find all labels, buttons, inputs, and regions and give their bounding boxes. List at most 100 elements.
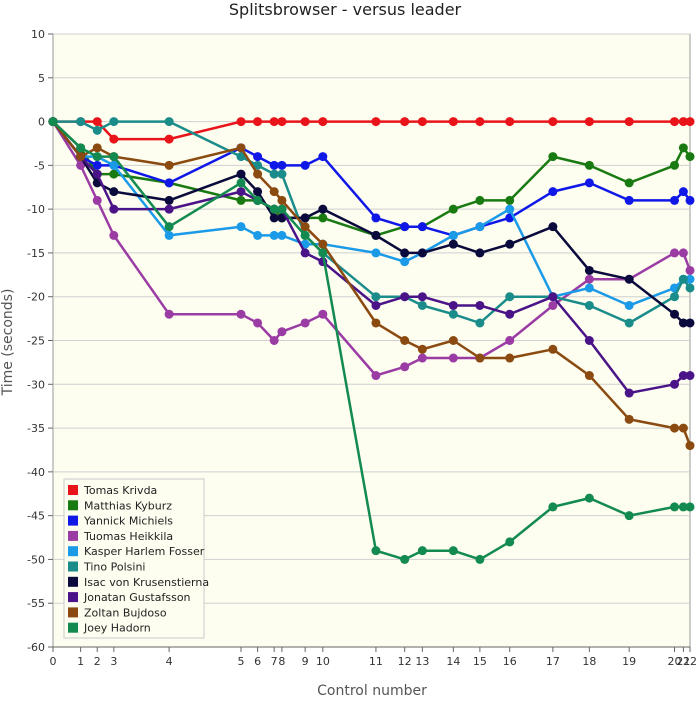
data-point[interactable] bbox=[371, 248, 381, 258]
data-point[interactable] bbox=[417, 222, 427, 232]
data-point[interactable] bbox=[584, 371, 594, 381]
data-point[interactable] bbox=[678, 423, 688, 433]
data-point[interactable] bbox=[253, 160, 263, 170]
data-point[interactable] bbox=[164, 160, 174, 170]
data-point[interactable] bbox=[269, 117, 279, 127]
data-point[interactable] bbox=[164, 309, 174, 319]
data-point[interactable] bbox=[253, 230, 263, 240]
data-point[interactable] bbox=[417, 248, 427, 258]
data-point[interactable] bbox=[269, 230, 279, 240]
data-point[interactable] bbox=[236, 187, 246, 197]
data-point[interactable] bbox=[678, 274, 688, 284]
data-point[interactable] bbox=[685, 318, 695, 328]
data-point[interactable] bbox=[371, 213, 381, 223]
data-point[interactable] bbox=[448, 239, 458, 249]
data-point[interactable] bbox=[236, 195, 246, 205]
data-point[interactable] bbox=[624, 178, 634, 188]
data-point[interactable] bbox=[92, 125, 102, 135]
data-point[interactable] bbox=[236, 222, 246, 232]
data-point[interactable] bbox=[417, 300, 427, 310]
data-point[interactable] bbox=[685, 371, 695, 381]
data-point[interactable] bbox=[400, 336, 410, 345]
data-point[interactable] bbox=[318, 204, 328, 214]
data-point[interactable] bbox=[400, 362, 410, 372]
data-point[interactable] bbox=[584, 274, 594, 284]
data-point[interactable] bbox=[448, 230, 458, 240]
data-point[interactable] bbox=[670, 379, 680, 389]
data-point[interactable] bbox=[371, 318, 381, 328]
data-point[interactable] bbox=[371, 117, 381, 127]
data-point[interactable] bbox=[318, 309, 328, 319]
data-point[interactable] bbox=[505, 353, 515, 363]
data-point[interactable] bbox=[300, 213, 310, 223]
data-point[interactable] bbox=[253, 318, 263, 328]
data-point[interactable] bbox=[164, 230, 174, 240]
data-point[interactable] bbox=[400, 554, 410, 564]
data-point[interactable] bbox=[277, 230, 287, 240]
data-point[interactable] bbox=[300, 222, 310, 232]
data-point[interactable] bbox=[685, 117, 695, 127]
data-point[interactable] bbox=[236, 178, 246, 188]
data-point[interactable] bbox=[448, 204, 458, 214]
data-point[interactable] bbox=[678, 117, 688, 127]
data-point[interactable] bbox=[685, 502, 695, 512]
data-point[interactable] bbox=[76, 143, 86, 153]
data-point[interactable] bbox=[164, 178, 174, 188]
data-point[interactable] bbox=[417, 117, 427, 127]
data-point[interactable] bbox=[624, 388, 634, 398]
data-point[interactable] bbox=[236, 309, 246, 319]
data-point[interactable] bbox=[685, 274, 695, 284]
data-point[interactable] bbox=[109, 204, 119, 214]
data-point[interactable] bbox=[269, 169, 279, 179]
data-point[interactable] bbox=[371, 292, 381, 302]
data-point[interactable] bbox=[253, 169, 263, 179]
data-point[interactable] bbox=[236, 143, 246, 153]
data-point[interactable] bbox=[448, 300, 458, 310]
data-point[interactable] bbox=[584, 336, 594, 345]
data-point[interactable] bbox=[109, 117, 119, 127]
data-point[interactable] bbox=[685, 152, 695, 162]
data-point[interactable] bbox=[448, 309, 458, 319]
data-point[interactable] bbox=[678, 143, 688, 153]
data-point[interactable] bbox=[624, 511, 634, 521]
data-point[interactable] bbox=[236, 117, 246, 127]
data-point[interactable] bbox=[92, 117, 102, 127]
data-point[interactable] bbox=[269, 160, 279, 170]
data-point[interactable] bbox=[584, 160, 594, 170]
data-point[interactable] bbox=[76, 117, 86, 127]
data-point[interactable] bbox=[371, 546, 381, 556]
data-point[interactable] bbox=[253, 152, 263, 162]
data-point[interactable] bbox=[584, 117, 594, 127]
data-point[interactable] bbox=[448, 546, 458, 556]
data-point[interactable] bbox=[300, 117, 310, 127]
data-point[interactable] bbox=[277, 117, 287, 127]
data-point[interactable] bbox=[109, 187, 119, 197]
data-point[interactable] bbox=[277, 204, 287, 214]
data-point[interactable] bbox=[417, 292, 427, 302]
data-point[interactable] bbox=[417, 344, 427, 354]
data-point[interactable] bbox=[164, 195, 174, 205]
data-point[interactable] bbox=[584, 493, 594, 503]
data-point[interactable] bbox=[475, 318, 485, 328]
data-point[interactable] bbox=[277, 169, 287, 179]
data-point[interactable] bbox=[109, 160, 119, 170]
data-point[interactable] bbox=[109, 134, 119, 144]
data-point[interactable] bbox=[371, 371, 381, 381]
data-point[interactable] bbox=[505, 239, 515, 249]
data-point[interactable] bbox=[277, 327, 287, 337]
data-point[interactable] bbox=[584, 300, 594, 310]
data-point[interactable] bbox=[269, 336, 279, 345]
data-point[interactable] bbox=[400, 292, 410, 302]
data-point[interactable] bbox=[269, 204, 279, 214]
data-point[interactable] bbox=[400, 257, 410, 267]
data-point[interactable] bbox=[109, 169, 119, 179]
data-point[interactable] bbox=[475, 554, 485, 564]
data-point[interactable] bbox=[400, 222, 410, 232]
data-point[interactable] bbox=[678, 248, 688, 258]
data-point[interactable] bbox=[548, 502, 558, 512]
data-point[interactable] bbox=[670, 423, 680, 433]
data-point[interactable] bbox=[685, 265, 695, 275]
data-point[interactable] bbox=[109, 152, 119, 162]
data-point[interactable] bbox=[548, 300, 558, 310]
data-point[interactable] bbox=[670, 309, 680, 319]
